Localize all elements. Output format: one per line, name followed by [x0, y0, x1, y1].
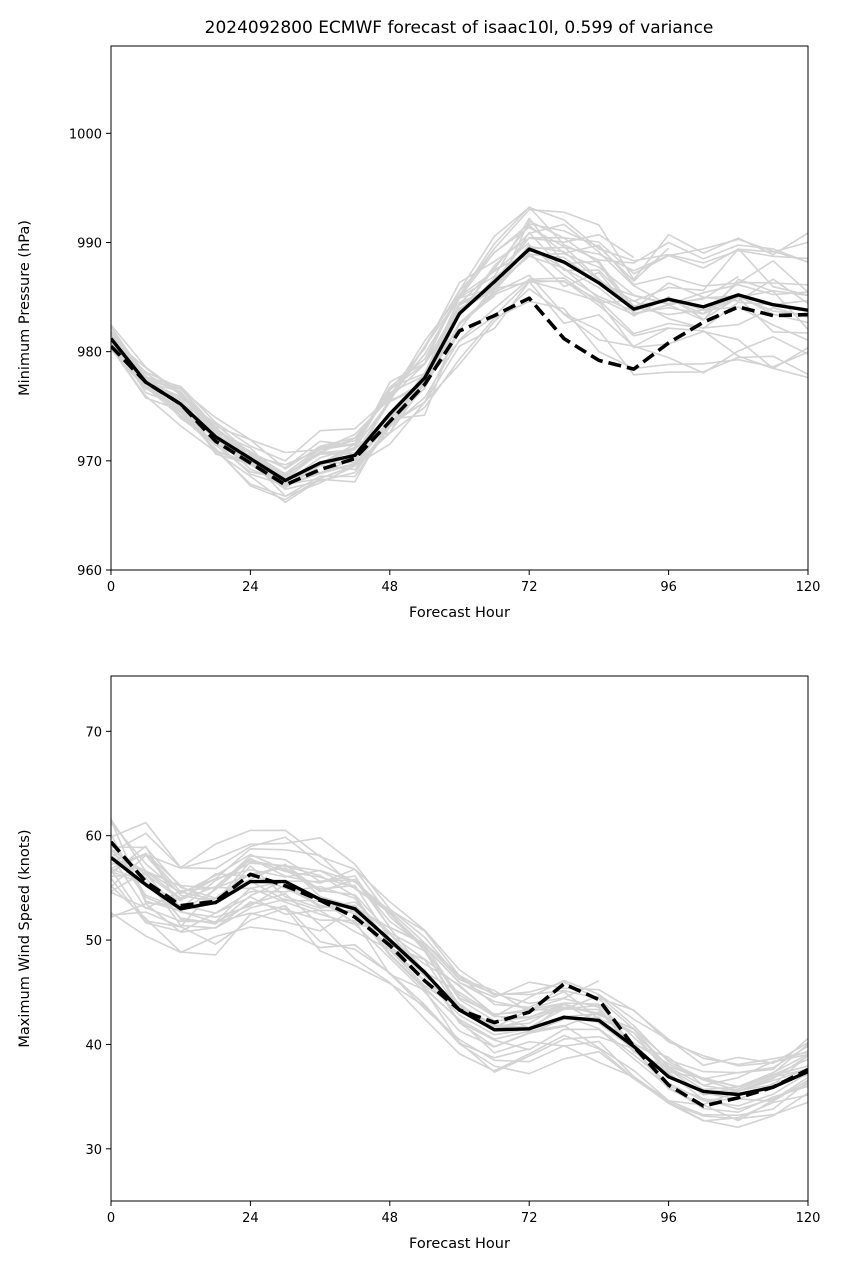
- wind-plot-area: [111, 818, 808, 1129]
- chart-title: 2024092800 ECMWF forecast of isaac10l, 0…: [205, 18, 714, 38]
- wind-x-tick-label: 48: [382, 1211, 399, 1226]
- pressure-y-tick-label: 990: [77, 237, 102, 252]
- wind-x-axis-label: Forecast Hour: [409, 1236, 510, 1252]
- pressure-solid-series-line: [111, 247, 808, 483]
- wind-panel: 0 24 48 72 96 120 30 40 50 60 70 Forecast Hour Maxim…: [17, 675, 821, 1252]
- pressure-y-tick-label: 1000: [69, 127, 102, 142]
- wind-y-tick-label: 60: [85, 830, 102, 845]
- wind-y-tick-label: 70: [85, 725, 102, 740]
- wind-ensemble-member-line: [111, 818, 808, 1088]
- wind-y-tick-label: 30: [85, 1143, 102, 1158]
- pressure-x-tick-label: 120: [796, 580, 821, 595]
- wind-x-tick-label: 72: [521, 1211, 538, 1226]
- wind-x-tick-label: 24: [242, 1211, 259, 1226]
- pressure-ensemble-member-line: [111, 277, 808, 498]
- wind-axes-frame: [110, 675, 809, 1202]
- pressure-x-tick-label: 72: [521, 580, 538, 595]
- wind-ensemble-member-line: [111, 846, 635, 1048]
- pressure-x-tick-label: 48: [382, 580, 399, 595]
- wind-ensemble-member-line: [111, 836, 565, 1013]
- wind-ensemble-member-line: [111, 912, 808, 1120]
- wind-ensemble-member-line: [111, 847, 808, 1087]
- pressure-x-axis-label: Forecast Hour: [409, 605, 510, 621]
- wind-dashed-series-line: [111, 840, 808, 1108]
- pressure-plot-area: [111, 206, 808, 504]
- wind-ensemble-member-line: [111, 845, 808, 1067]
- pressure-y-axis-label: Minimum Pressure (hPa): [17, 220, 33, 396]
- wind-ensemble-member-line: [111, 878, 808, 1067]
- wind-ensemble-member-line: [111, 870, 808, 1122]
- wind-x-tick-label: 0: [107, 1211, 115, 1226]
- pressure-axes-frame: [110, 45, 809, 571]
- wind-ensemble-member-line: [111, 857, 808, 1088]
- wind-y-tick-label: 40: [85, 1038, 102, 1053]
- wind-x-tick-label: 120: [796, 1211, 821, 1226]
- pressure-ensemble-member-line: [111, 246, 530, 478]
- pressure-panel: 0 24 48 72 96 120 960 970 980 990 1000 Forecast Hou…: [17, 45, 821, 621]
- wind-y-tick-label: 50: [85, 934, 102, 949]
- wind-x-tick-label: 96: [660, 1211, 677, 1226]
- wind-ensemble-member-line: [111, 821, 600, 1005]
- pressure-dashed-series-line: [111, 296, 808, 487]
- wind-y-axis-label: Maximum Wind Speed (knots): [17, 829, 33, 1047]
- pressure-y-tick-label: 960: [77, 564, 102, 579]
- pressure-x-tick-label: 0: [107, 580, 115, 595]
- pressure-ensemble-member-line: [111, 279, 808, 487]
- wind-ensemble-member-line: [111, 863, 808, 1080]
- pressure-x-tick-label: 24: [242, 580, 259, 595]
- pressure-y-tick-label: 980: [77, 346, 102, 361]
- pressure-y-tick-label: 970: [77, 455, 102, 470]
- pressure-ensemble-member-line: [111, 253, 739, 487]
- wind-ensemble-member-line: [111, 822, 808, 1066]
- wind-ensemble-member-line: [111, 832, 808, 1074]
- pressure-x-tick-label: 96: [660, 580, 677, 595]
- wind-ensemble-member-line: [111, 819, 808, 1107]
